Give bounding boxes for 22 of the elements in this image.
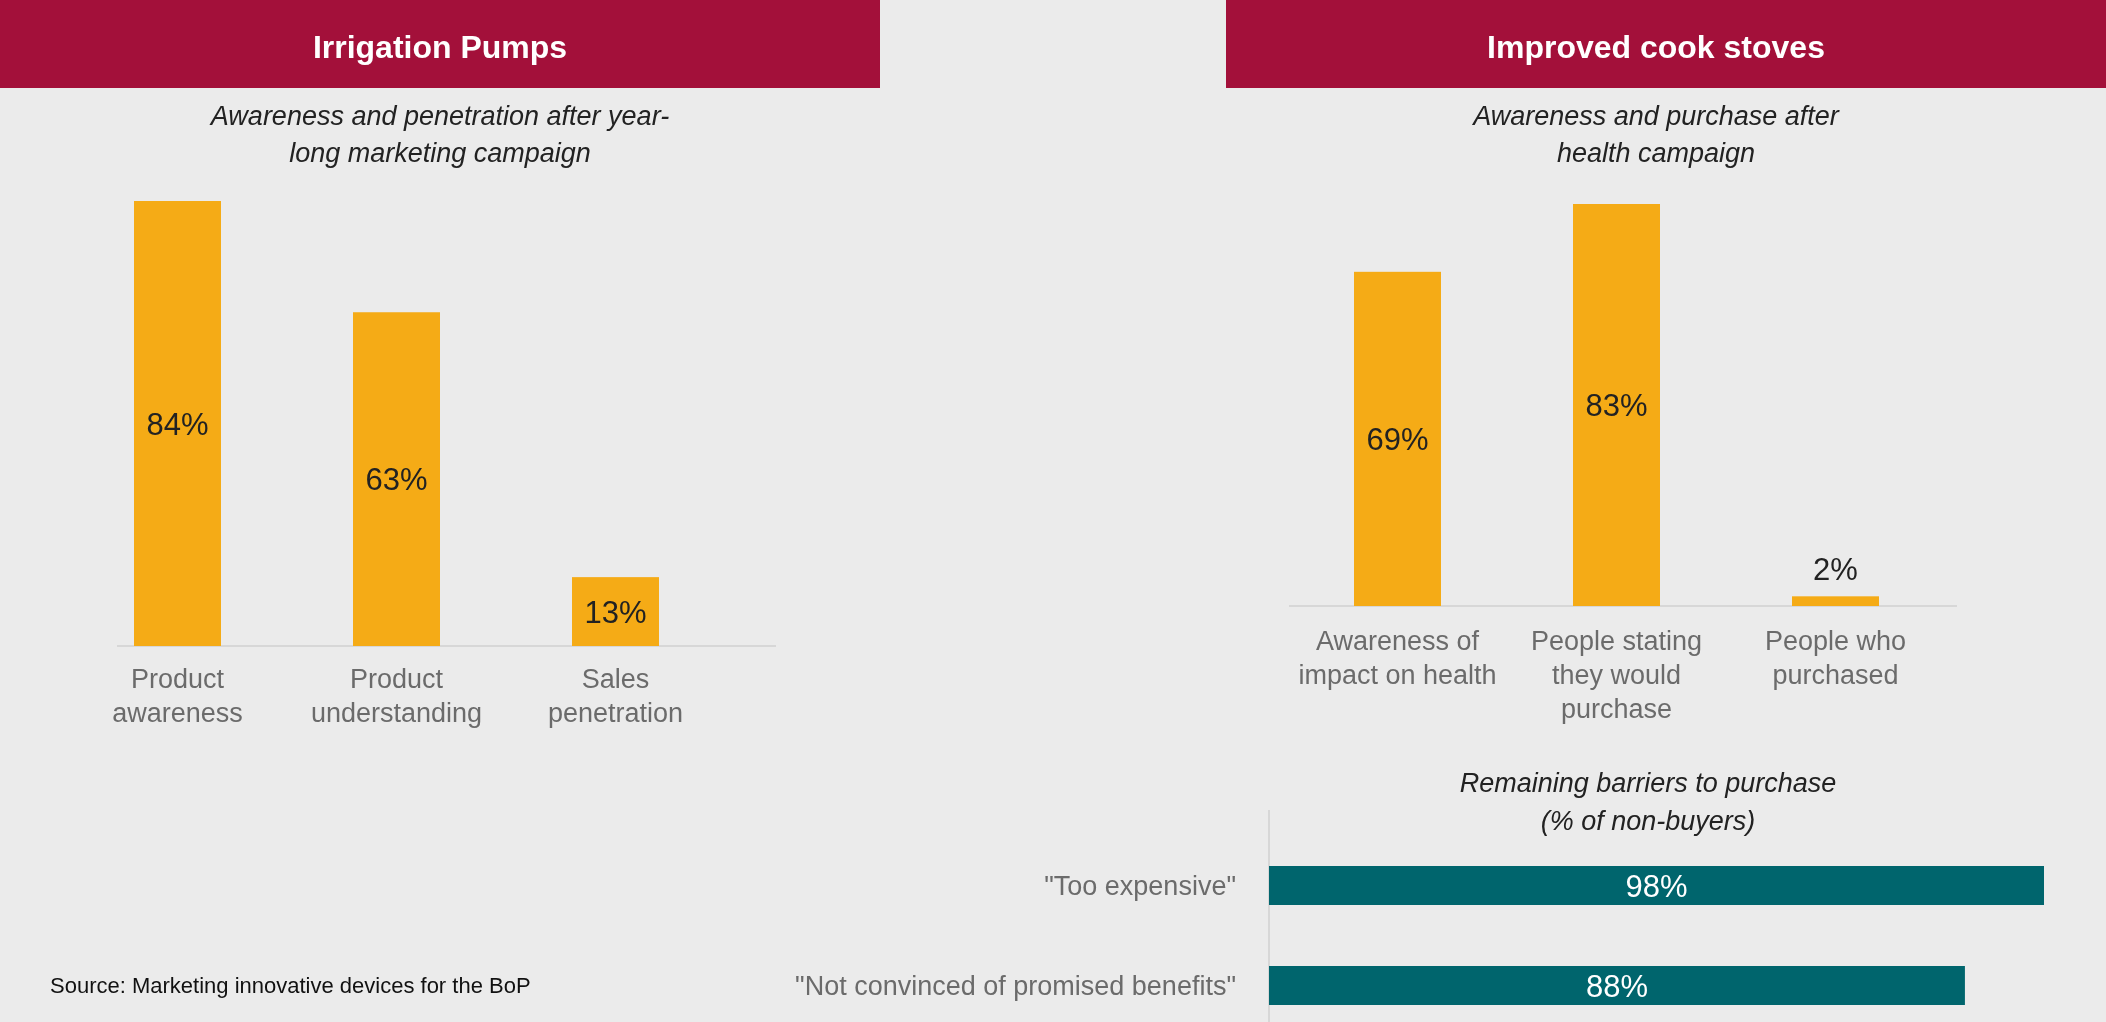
chart-subtitle: Awareness and penetration after year-long marketing campaign [208, 101, 670, 168]
data-label: 63% [365, 462, 428, 498]
chart-subtitle: Awareness and purchase after health campaign [1471, 101, 1840, 168]
data-label: 83% [1585, 388, 1648, 423]
x-tick-label: Product understanding [310, 664, 483, 728]
data-label: 98% [1625, 868, 1688, 904]
y-tick-label: "Too expensive" [1044, 870, 1236, 901]
chart-title: Improved cook stoves [1487, 29, 1825, 65]
chart-title: Irrigation Pumps [312, 29, 568, 65]
x-tick-label: Sales penetration [547, 664, 684, 728]
x-tick-label: People who purchased [1764, 626, 1907, 690]
x-tick-label: Product awareness [112, 664, 243, 728]
data-label: 84% [146, 406, 209, 442]
data-label: 69% [1366, 421, 1429, 457]
x-tick-label: People stating they would purchase [1530, 626, 1703, 724]
y-tick-label: "Not convinced of promised benefits" [795, 970, 1236, 1001]
data-label: 13% [584, 594, 647, 630]
source-note: Source: Marketing innovative devices for the BoP [50, 973, 531, 998]
x-tick-label: Awareness of impact on health [1298, 626, 1497, 690]
data-label: 2% [1813, 552, 1858, 588]
chart-title: Remaining barriers to purchase (% of non-buyers) [1459, 768, 1837, 836]
data-label: 88% [1585, 968, 1648, 1004]
